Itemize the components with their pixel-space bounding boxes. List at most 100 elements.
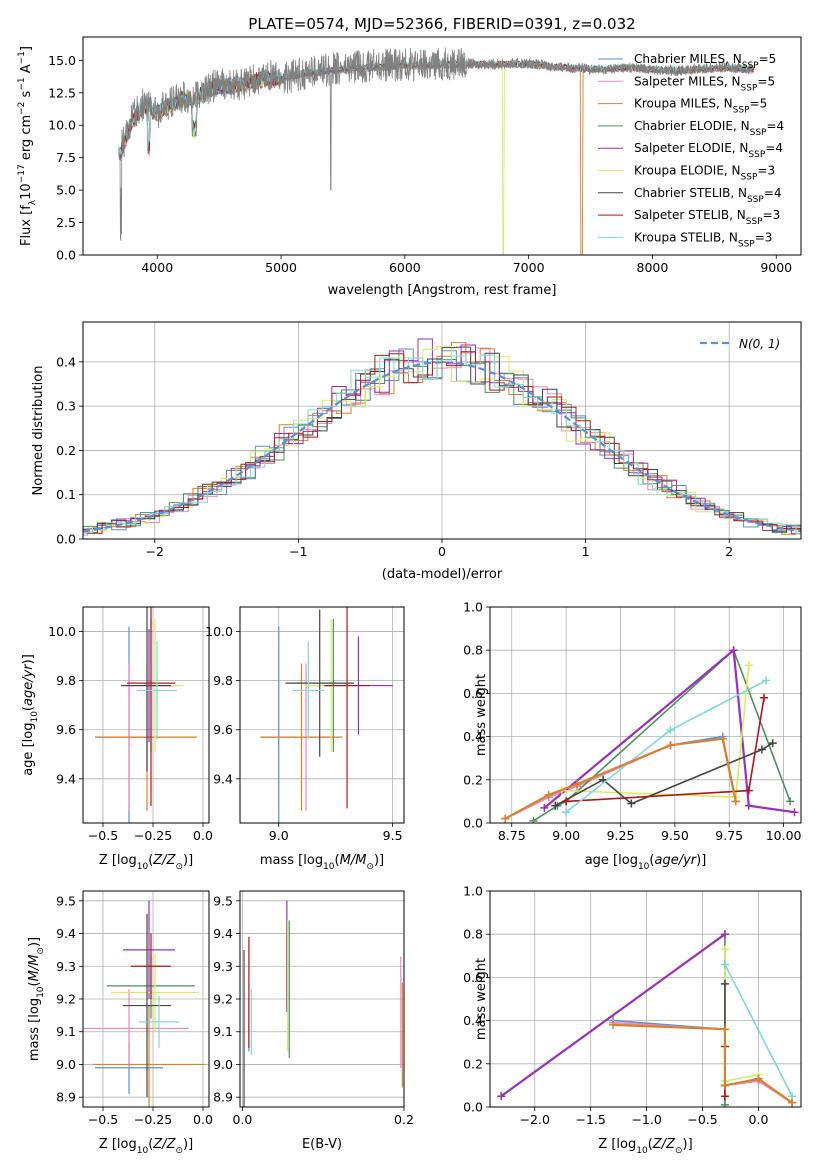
- grid: [490, 606, 801, 824]
- gaussian-curve: [83, 361, 801, 533]
- y-tick-label: 12.5: [48, 85, 76, 100]
- y-axis-label: mass [log10(M/M⊙)]: [27, 937, 46, 1061]
- residual-histogram: [83, 346, 801, 534]
- x-tick-label: −0.25: [134, 828, 172, 843]
- weight-marker: [666, 726, 675, 735]
- x-axis-label: age [log10(age/yr)]: [585, 853, 707, 872]
- weight-line: [500, 933, 726, 1098]
- x-tick-label: −0.25: [134, 1112, 172, 1127]
- error-cross: [123, 900, 175, 999]
- y-tick-label: 9.6: [56, 722, 76, 737]
- error-cross: [127, 607, 175, 806]
- weight-marker: [744, 661, 753, 670]
- error-crosses: [243, 900, 403, 1107]
- axes-frame: [82, 36, 802, 256]
- x-axis-label: Z [log10(Z/Z⊙)]: [598, 1137, 692, 1156]
- x-axis-label: Z [log10(Z/Z⊙)]: [99, 1137, 193, 1156]
- grid: [240, 891, 405, 1107]
- legend-label: Salpeter MILES, NSSP=5: [634, 74, 775, 93]
- axes-frame: [489, 890, 802, 1108]
- weight-marker: [720, 1092, 729, 1101]
- y-tick-label: 9.4: [56, 926, 76, 941]
- weight-marker: [666, 741, 675, 750]
- weight-marker: [572, 780, 581, 789]
- y-tick-label: 0.4: [463, 1013, 483, 1028]
- spectrum-lines: [118, 47, 755, 255]
- grid: [83, 607, 209, 823]
- histogram-steps: [83, 338, 801, 536]
- x-tick-label: 0.2: [394, 1112, 414, 1127]
- legend-label: Chabrier STELIB, NSSP=4: [634, 186, 782, 205]
- y-tick-label: 9.5: [56, 893, 76, 908]
- weight-marker: [627, 799, 636, 808]
- x-tick-label: 0.0: [749, 1112, 769, 1127]
- y-tick-label: 9.1: [56, 1024, 76, 1039]
- y-axis-label: mass weight: [474, 674, 489, 756]
- x-tick-label: 1: [582, 544, 590, 559]
- mass-weight-vs-metallicity-panel: −2.0 −1.5 −1.0 −0.5 0.0 0.0 0.2 0.4 0.6 0.8 1.0 Z […: [463, 884, 802, 1156]
- legend-label: N(0, 1): [739, 337, 780, 351]
- x-axis-label: mass [log10(M/M⊙)]: [260, 853, 384, 872]
- error-crosses: [260, 607, 393, 823]
- y-tick-label: 0.6: [463, 970, 483, 985]
- weight-marker: [744, 801, 753, 810]
- x-tick-label: −2: [146, 544, 164, 559]
- residual-histogram: [83, 351, 801, 534]
- error-cross: [137, 641, 177, 740]
- weight-marker: [760, 693, 769, 702]
- error-cross: [260, 663, 343, 811]
- axes-frame: [489, 606, 802, 824]
- ticks: −0.5 −0.25 0.0 8.9 9.0 9.1 9.2 9.3 9.4 9.5: [56, 893, 213, 1127]
- ticks: −2 −1 0 1 2 0.0 0.1 0.2 0.3 0.4: [56, 354, 733, 559]
- weight-marker: [786, 797, 795, 806]
- weight-marker: [540, 803, 549, 812]
- y-tick-label: 9.2: [213, 992, 233, 1007]
- y-tick-label: 5.0: [56, 183, 76, 198]
- y-tick-label: 9.5: [213, 893, 233, 908]
- weight-marker: [720, 960, 729, 969]
- error-cross: [83, 989, 189, 1068]
- y-tick-label: 8.9: [213, 1090, 233, 1105]
- weight-line: [561, 665, 750, 798]
- error-cross: [292, 641, 325, 740]
- y-axis-label: Flux [fλ10−17 erg cm−2 s−1 A−1]: [17, 46, 38, 246]
- ticks: 8.75 9.00 9.25 9.50 9.75 10.00 0.0 0.2 0.4 0.6 0.8…: [463, 600, 801, 844]
- x-tick-label: 9.75: [715, 828, 743, 843]
- weight-marker: [720, 945, 729, 954]
- weight-line: [724, 949, 759, 1083]
- x-tick-label: 2: [725, 544, 733, 559]
- x-tick-label: −0.5: [687, 1112, 717, 1127]
- legend-label: Chabrier MILES, NSSP=5: [634, 52, 776, 71]
- x-axis-label: wavelength [Angstrom, rest frame]: [328, 283, 557, 298]
- y-axis-label: age [log10(age/yr)]: [21, 654, 40, 776]
- weight-line: [724, 964, 793, 1097]
- weight-marker: [718, 734, 727, 743]
- weight-line: [566, 697, 765, 803]
- weight-line: [724, 983, 759, 1087]
- weight-marker: [720, 930, 729, 939]
- x-tick-label: 9.50: [661, 828, 689, 843]
- x-tick-label: −1: [289, 544, 307, 559]
- y-tick-label: 2.5: [56, 215, 76, 230]
- grid: [83, 891, 209, 1107]
- x-tick-label: 8000: [637, 260, 669, 275]
- weight-lines: [497, 930, 797, 1107]
- x-tick-label: −2.0: [520, 1112, 550, 1127]
- x-tick-label: 0.0: [193, 828, 213, 843]
- legend: Chabrier MILES, NSSP=5 Salpeter MILES, NS…: [598, 52, 784, 249]
- axes-frame: [82, 890, 210, 1108]
- x-tick-label: 7000: [513, 260, 545, 275]
- x-tick-label: 9.25: [607, 828, 635, 843]
- y-tick-label: 0.3: [56, 399, 76, 414]
- ticks: 9.0 9.5 9.4 9.6 9.8 10.0: [205, 624, 402, 843]
- y-tick-label: 0.0: [463, 1100, 483, 1115]
- weight-lines: [501, 646, 799, 823]
- weight-marker: [762, 676, 771, 685]
- y-tick-label: 8.9: [56, 1090, 76, 1105]
- y-tick-label: 9.4: [213, 771, 233, 786]
- x-tick-label: −1.0: [631, 1112, 661, 1127]
- y-tick-label: 0.6: [463, 686, 483, 701]
- y-tick-label: 9.8: [56, 673, 76, 688]
- y-tick-label: 9.4: [56, 771, 76, 786]
